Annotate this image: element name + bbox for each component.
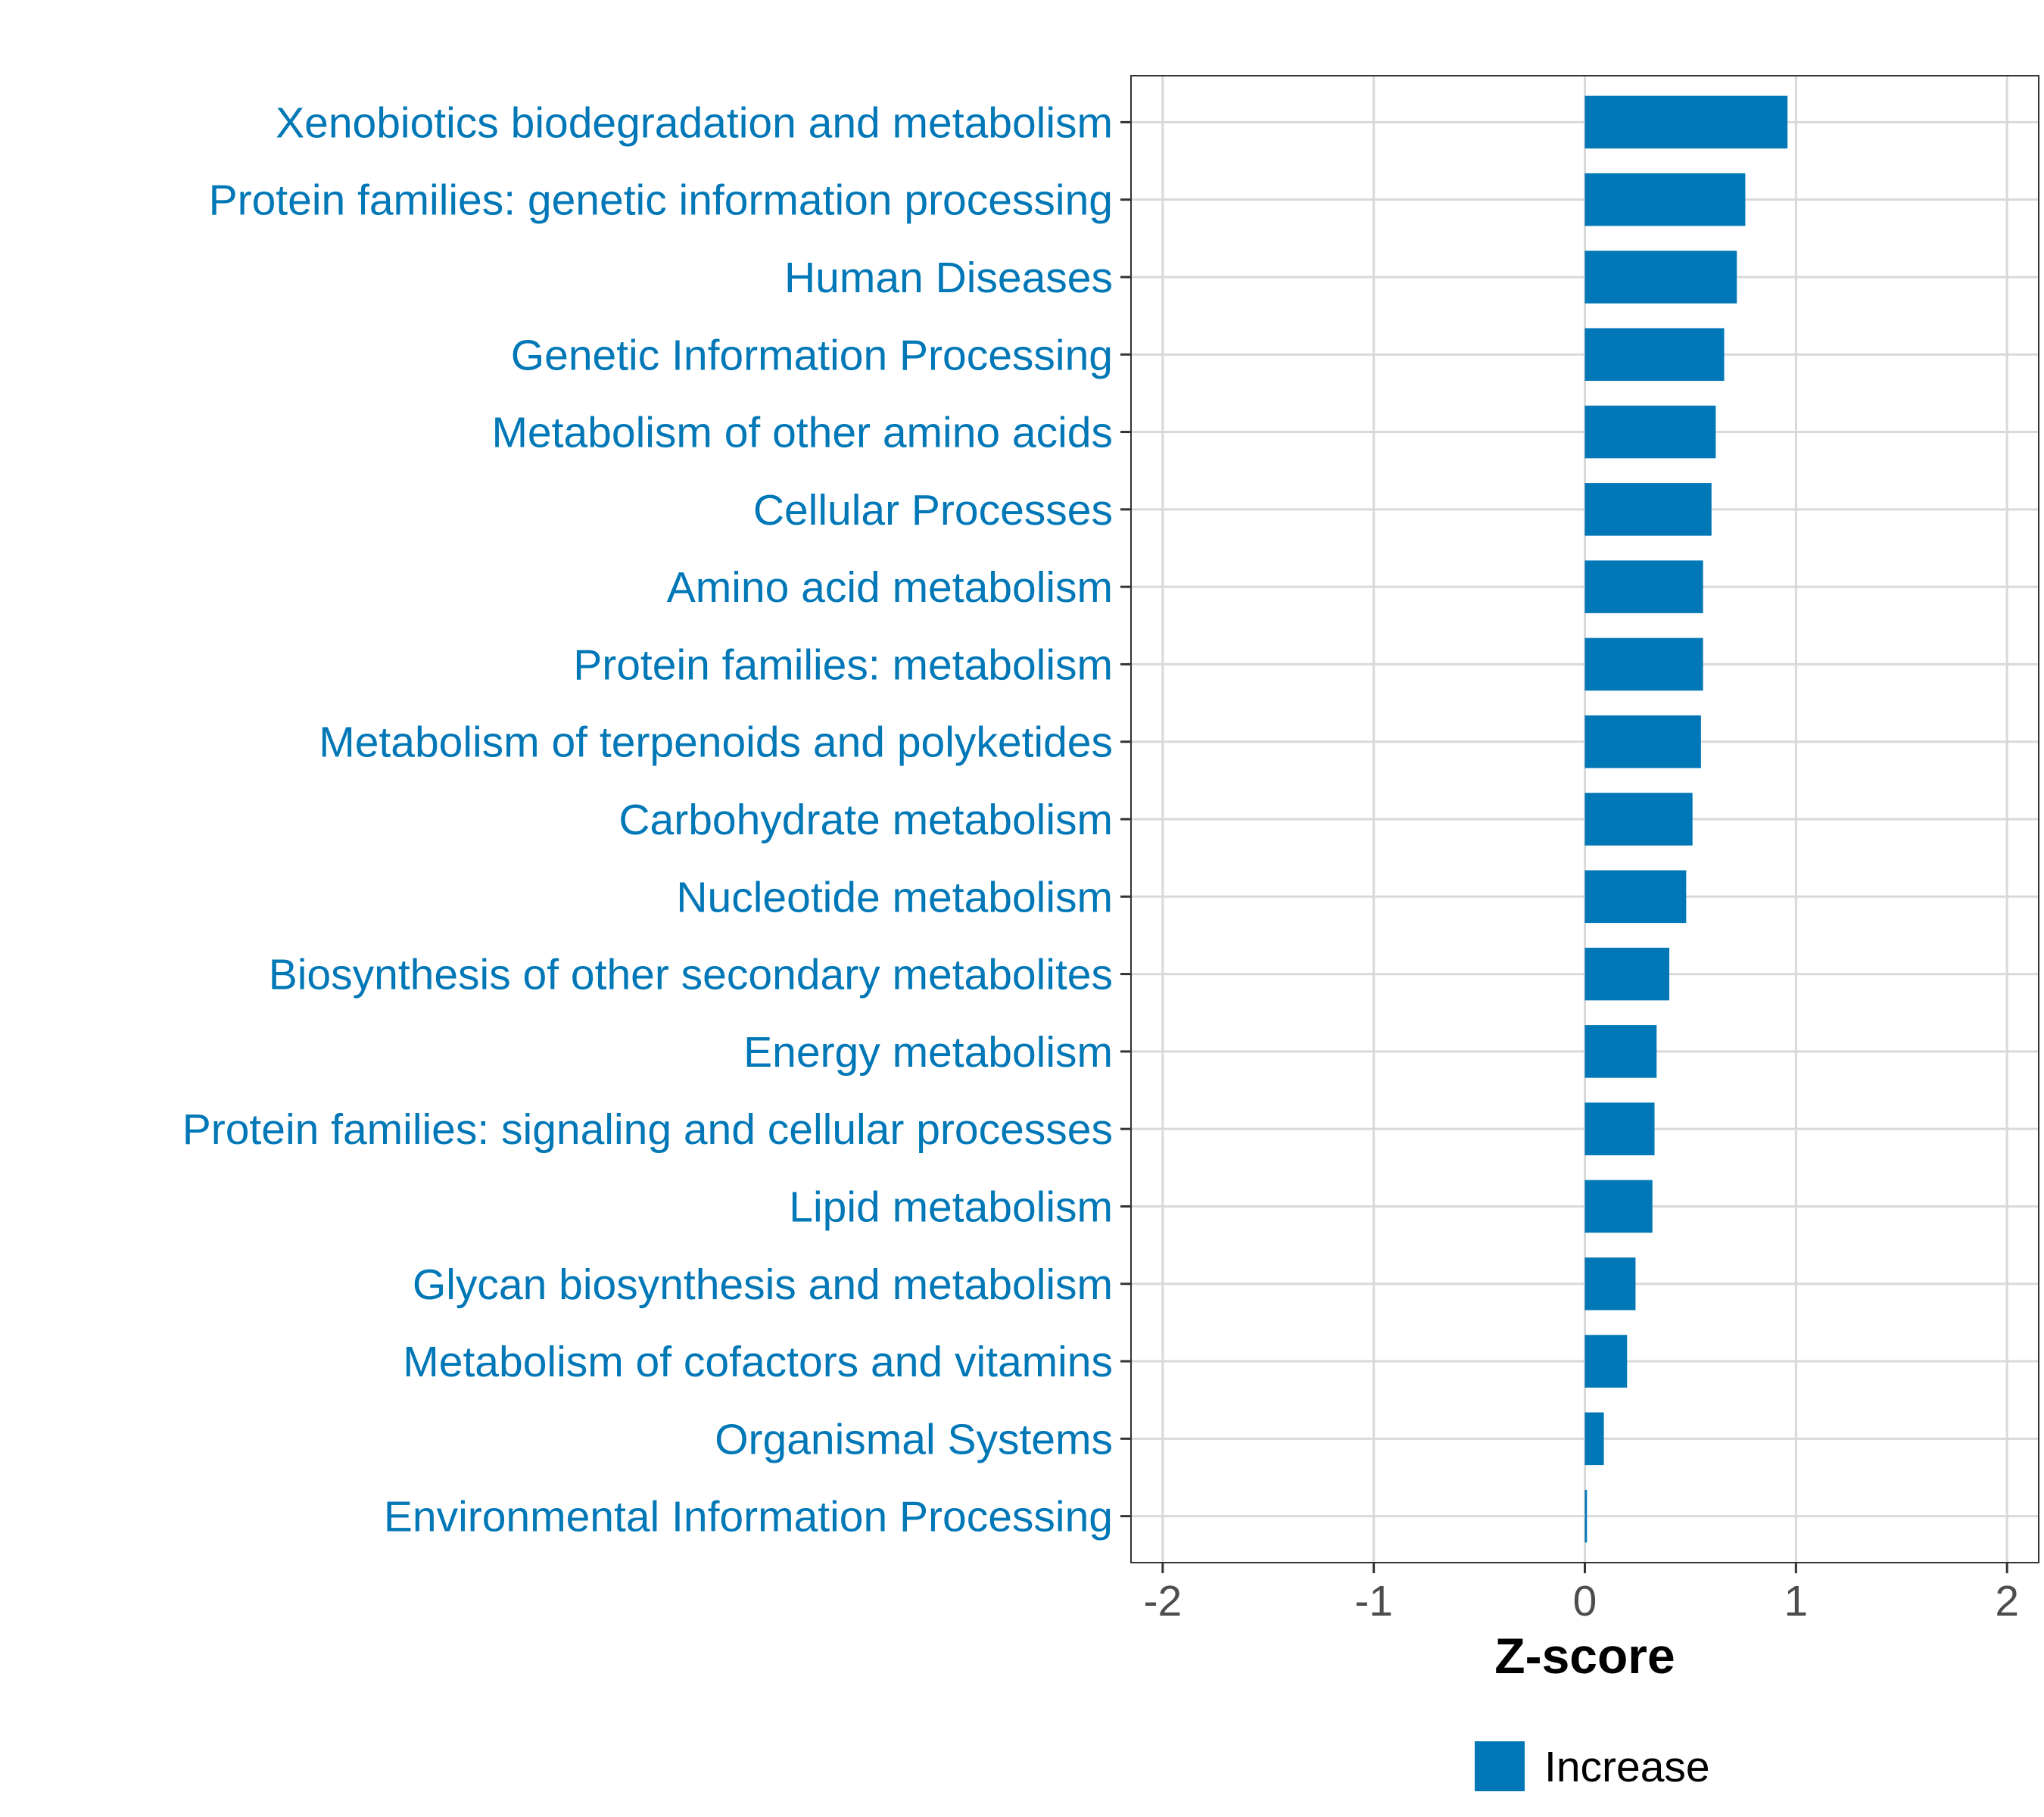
legend-label-increase: Increase <box>1544 1743 1710 1791</box>
bar-0 <box>1584 95 1788 149</box>
category-label: Protein families: signaling and cellular… <box>182 1105 1113 1154</box>
category-label: Metabolism of cofactors and vitamins <box>403 1338 1113 1386</box>
bar-10 <box>1584 870 1687 924</box>
bar-2 <box>1584 251 1737 304</box>
y-axis-labels: Xenobiotics biodegradation and metabolis… <box>182 98 1113 1541</box>
category-label: Carbohydrate metabolism <box>618 796 1113 844</box>
bar-9 <box>1584 793 1693 846</box>
legend-swatch-increase <box>1475 1741 1525 1791</box>
category-label: Xenobiotics biodegradation and metabolis… <box>276 98 1113 147</box>
bar-16 <box>1584 1335 1628 1388</box>
x-tick-label-1: -1 <box>1354 1577 1393 1625</box>
category-label: Biosynthesis of other secondary metaboli… <box>269 951 1113 999</box>
x-tick-label-0: -2 <box>1143 1577 1182 1625</box>
bar-4 <box>1584 405 1716 459</box>
bar-11 <box>1584 947 1670 1001</box>
category-label: Protein families: genetic information pr… <box>209 176 1113 225</box>
bar-7 <box>1584 637 1703 691</box>
x-tick-label-4: 2 <box>1995 1577 2019 1625</box>
category-label: Metabolism of terpenoids and polyketides <box>319 718 1113 767</box>
x-tick-label-3: 1 <box>1784 1577 1808 1625</box>
legend: Increase <box>1475 1741 1710 1791</box>
category-label: Metabolism of other amino acids <box>491 409 1113 457</box>
category-label: Glycan biosynthesis and metabolism <box>413 1261 1113 1309</box>
category-label: Lipid metabolism <box>789 1183 1113 1231</box>
bar-12 <box>1584 1025 1657 1078</box>
category-label: Energy metabolism <box>743 1028 1113 1077</box>
x-axis-title: Z-score <box>1494 1628 1675 1684</box>
bar-1 <box>1584 173 1746 226</box>
bar-8 <box>1584 715 1701 768</box>
bars <box>1584 95 1788 1543</box>
bar-15 <box>1584 1257 1636 1311</box>
category-label: Human Diseases <box>784 254 1113 302</box>
bar-3 <box>1584 328 1725 382</box>
category-label: Nucleotide metabolism <box>676 873 1113 921</box>
category-label: Environmental Information Processing <box>384 1493 1113 1541</box>
category-label: Organismal Systems <box>715 1415 1113 1463</box>
bar-5 <box>1584 483 1712 536</box>
bar-17 <box>1584 1412 1604 1466</box>
category-label: Genetic Information Processing <box>511 331 1113 379</box>
category-label: Protein families: metabolism <box>573 640 1113 689</box>
bar-13 <box>1584 1102 1655 1155</box>
bar-14 <box>1584 1180 1653 1233</box>
bar-6 <box>1584 560 1703 613</box>
category-label: Amino acid metabolism <box>667 563 1113 612</box>
category-label: Cellular Processes <box>753 486 1113 535</box>
bar-18 <box>1584 1489 1588 1543</box>
y-axis-ticks <box>1120 120 1131 1518</box>
x-axis-labels: -2 -1 0 1 2 <box>1143 1577 2019 1625</box>
x-axis-ticks <box>1161 1563 2008 1573</box>
x-tick-label-2: 0 <box>1573 1577 1597 1625</box>
